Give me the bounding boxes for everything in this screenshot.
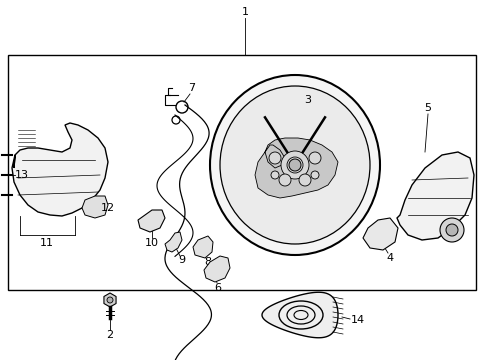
Text: 12: 12 [101,203,115,213]
Circle shape [289,159,301,171]
Circle shape [440,218,464,242]
Text: 10: 10 [145,238,159,248]
Polygon shape [138,210,165,232]
Polygon shape [82,196,108,218]
Circle shape [446,224,458,236]
Polygon shape [363,218,398,250]
Text: 3: 3 [304,95,312,105]
Polygon shape [193,236,213,258]
Text: 9: 9 [178,255,186,265]
Text: 13: 13 [15,170,29,180]
Polygon shape [165,232,182,252]
Ellipse shape [210,75,380,255]
Circle shape [311,171,319,179]
Circle shape [299,174,311,186]
Bar [8,55,476,290]
Circle shape [269,152,281,164]
Text: 7: 7 [189,83,196,93]
Circle shape [281,151,309,179]
Text: 14: 14 [351,315,365,325]
Text: 2: 2 [106,330,114,340]
Text: 4: 4 [387,253,393,263]
Ellipse shape [220,86,370,244]
Polygon shape [204,256,230,282]
Polygon shape [255,138,338,198]
Text: 6: 6 [215,283,221,293]
Text: 1: 1 [242,7,248,17]
Circle shape [287,157,303,173]
Circle shape [279,174,291,186]
Circle shape [271,171,279,179]
Polygon shape [104,293,116,307]
Polygon shape [397,152,474,240]
Circle shape [107,297,113,303]
Polygon shape [262,292,338,338]
Text: 11: 11 [40,238,54,248]
Polygon shape [12,123,108,216]
Circle shape [309,152,321,164]
Text: 8: 8 [204,257,212,267]
Text: 5: 5 [424,103,432,113]
